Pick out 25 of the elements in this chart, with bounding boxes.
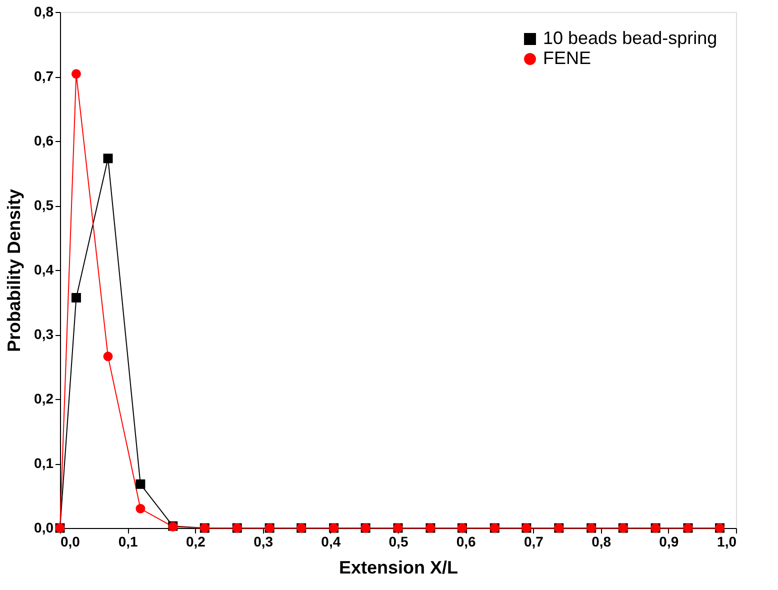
y-tick-label: 0,1 [34, 455, 54, 471]
x-tick-label: 0,9 [659, 534, 679, 550]
legend-label: 10 beads bead-spring [543, 28, 718, 48]
y-tick-label: 0,2 [34, 390, 54, 406]
y-axis-title: Probability Density [4, 188, 24, 352]
x-tick-label: 0,2 [186, 534, 206, 550]
y-tick-label: 0,6 [34, 132, 54, 148]
x-tick-label: 0,3 [254, 534, 274, 550]
y-tick-label: 0,8 [34, 4, 54, 20]
x-tick-label: 0,0 [60, 534, 80, 550]
y-tick-label: 0,0 [34, 520, 54, 536]
x-tick-label: 0,5 [388, 534, 408, 550]
y-tick-label: 0,4 [34, 262, 54, 278]
x-axis-title: Extension X/L [338, 558, 458, 578]
point [71, 292, 81, 302]
x-tick-label: 0,4 [321, 534, 341, 550]
x-tick-label: 0,8 [592, 534, 612, 550]
x-tick-label: 0,6 [456, 534, 476, 550]
x-tick-label: 0,7 [524, 534, 544, 550]
y-tick-label: 0,3 [34, 326, 54, 342]
y-tick-label: 0,5 [34, 197, 54, 213]
x-tick-label: 1,0 [717, 534, 737, 550]
x-tick-label: 0,1 [118, 534, 138, 550]
legend-label: FENE [543, 48, 592, 68]
y-tick-label: 0,7 [34, 68, 54, 84]
